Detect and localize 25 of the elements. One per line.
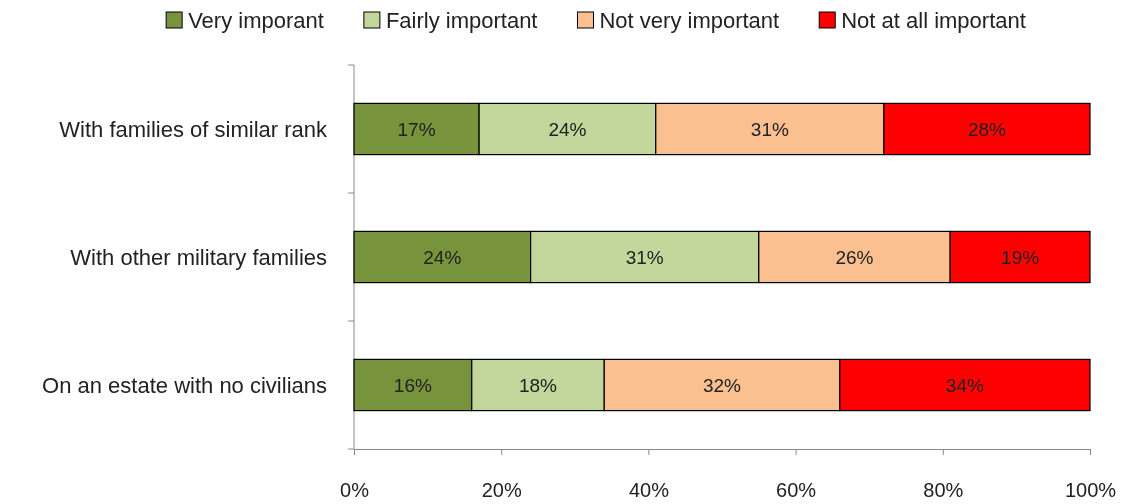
y-tick-label: On an estate with no civilians <box>42 372 327 398</box>
data-label: 24% <box>423 246 462 268</box>
data-label: 28% <box>967 118 1007 140</box>
legend-label: Fairly important <box>385 7 538 33</box>
data-label: 24% <box>548 118 587 140</box>
x-tick-label: 40% <box>628 479 670 501</box>
x-tick-label: 80% <box>923 479 964 501</box>
x-tick-label: 100% <box>1064 479 1117 501</box>
data-label: 31% <box>750 118 789 140</box>
legend-label: Not at all important <box>841 7 1026 33</box>
data-label: 18% <box>518 374 558 396</box>
data-label: 34% <box>945 374 984 396</box>
data-label: 19% <box>1001 246 1040 268</box>
data-label: 17% <box>397 118 436 140</box>
data-label: 26% <box>835 246 874 268</box>
data-label: 32% <box>702 374 742 396</box>
legend-label: Not very important <box>599 7 780 33</box>
x-tick-label: 60% <box>776 479 817 501</box>
legend-label: Very imporant <box>188 7 324 33</box>
x-tick-label: 20% <box>481 479 522 501</box>
x-tick-label: 0% <box>340 479 370 501</box>
data-label: 31% <box>625 246 664 268</box>
data-label: 16% <box>393 374 432 396</box>
y-tick-label: With other military families <box>70 244 327 270</box>
y-tick-label: With families of similar rank <box>59 116 328 142</box>
